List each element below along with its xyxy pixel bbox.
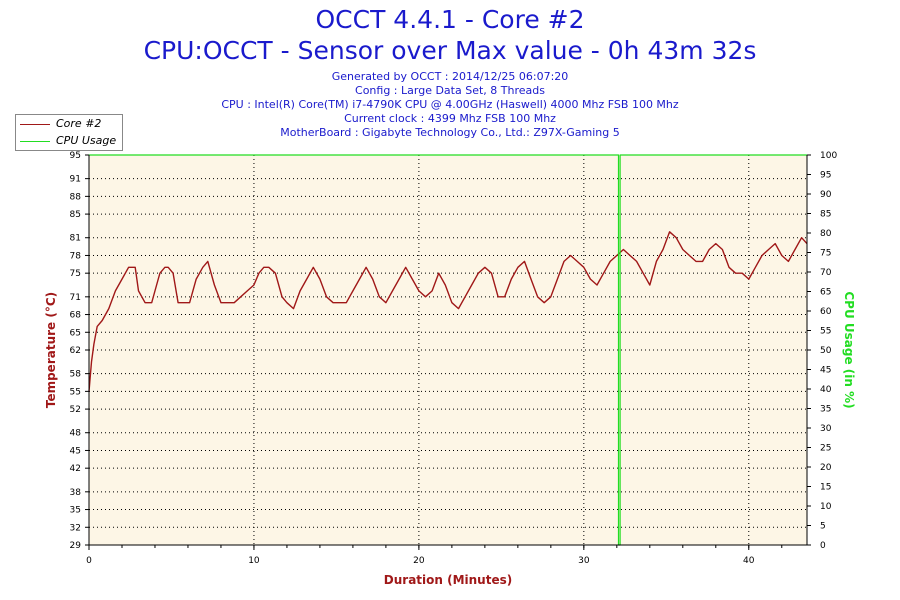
y-tick-label: 95: [70, 151, 81, 161]
legend-entry-core2: Core #2: [16, 116, 122, 132]
legend-label-core2: Core #2: [56, 117, 102, 130]
legend-swatch-cpu-usage: [20, 141, 50, 142]
y2-tick-label: 75: [820, 249, 831, 259]
y2-tick-label: 35: [820, 405, 831, 415]
y-tick-label: 55: [70, 387, 81, 397]
y2-tick-label: 100: [820, 151, 837, 161]
x-axis-title: Duration (Minutes): [384, 573, 512, 587]
plot-area: [89, 155, 807, 545]
axes: 29 32 35 38 42 45 48 52 55 58 62 65 68 71 75 78 81 85 88 91…: [70, 151, 838, 566]
y2-tick-label: 10: [820, 502, 832, 512]
y2-tick-label: 65: [820, 288, 831, 298]
y-axis-title: Temperature (°C): [44, 292, 58, 408]
y-tick-label: 48: [70, 429, 82, 439]
x-tick-label: 10: [248, 556, 260, 566]
y-tick-label: 58: [70, 370, 82, 380]
x-tick-label: 20: [413, 556, 425, 566]
y-tick-label: 78: [70, 251, 82, 261]
chart-title: OCCT 4.4.1 - Core #2: [315, 5, 585, 34]
y2-tick-label: 25: [820, 444, 831, 454]
y2-tick-label: 85: [820, 210, 831, 220]
info-generated: Generated by OCCT : 2014/12/25 06:07:20: [331, 70, 569, 83]
x-tick-label: 30: [578, 556, 590, 566]
y-tick-label: 42: [70, 464, 81, 474]
y-tick-label: 68: [70, 311, 82, 321]
y2-tick-label: 50: [820, 346, 832, 356]
y-tick-label: 81: [70, 234, 81, 244]
y-tick-label: 75: [70, 269, 81, 279]
legend-label-cpu-usage: CPU Usage: [56, 134, 117, 147]
y-tick-label: 88: [70, 192, 82, 202]
y2-tick-label: 5: [820, 522, 826, 532]
legend: Core #2 CPU Usage: [15, 114, 123, 151]
info-cpu: CPU : Intel(R) Core(TM) i7-4790K CPU @ 4…: [221, 98, 679, 111]
y2-tick-label: 30: [820, 424, 832, 434]
legend-entry-cpu-usage: CPU Usage: [16, 133, 122, 149]
y-tick-label: 52: [70, 405, 81, 415]
y2-axis-title: CPU Usage (in %): [842, 291, 856, 408]
y-tick-label: 32: [70, 523, 81, 533]
info-clock: Current clock : 4399 Mhz FSB 100 Mhz: [344, 112, 556, 125]
y-tick-label: 91: [70, 175, 81, 185]
y2-tick-label: 15: [820, 483, 831, 493]
chart-subtitle: CPU:OCCT - Sensor over Max value - 0h 43…: [143, 36, 757, 65]
y2-tick-label: 80: [820, 229, 832, 239]
y-tick-label: 62: [70, 346, 81, 356]
x-tick-label: 40: [743, 556, 755, 566]
y2-tick-label: 40: [820, 385, 832, 395]
y2-tick-label: 60: [820, 307, 832, 317]
x-tick-label: 0: [86, 556, 92, 566]
series-line-core2: [88, 231, 808, 392]
y-tick-label: 35: [70, 506, 81, 516]
y2-tick-label: 20: [820, 463, 832, 473]
legend-swatch-core2: [20, 124, 50, 125]
y-tick-label: 29: [70, 541, 82, 551]
y2-tick-label: 95: [820, 171, 831, 181]
y2-tick-label: 0: [820, 541, 826, 551]
y-tick-label: 45: [70, 446, 81, 456]
y-tick-label: 71: [70, 293, 81, 303]
info-motherboard: MotherBoard : Gigabyte Technology Co., L…: [280, 126, 620, 139]
y-tick-label: 65: [70, 328, 81, 338]
y2-tick-label: 70: [820, 268, 832, 278]
y2-tick-label: 90: [820, 190, 832, 200]
info-config: Config : Large Data Set, 8 Threads: [355, 84, 545, 97]
y-tick-label: 85: [70, 210, 81, 220]
y2-tick-label: 55: [820, 327, 831, 337]
y-tick-label: 38: [70, 488, 82, 498]
y2-tick-label: 45: [820, 366, 831, 376]
